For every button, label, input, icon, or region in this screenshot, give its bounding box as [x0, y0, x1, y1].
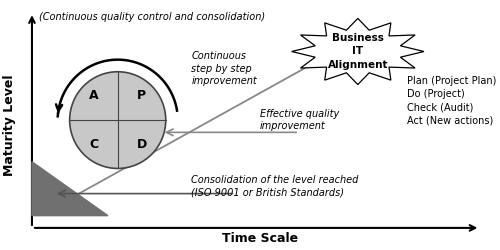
Text: Plan (Project Plan)
Do (Project)
Check (Audit)
Act (New actions): Plan (Project Plan) Do (Project) Check (…	[407, 76, 496, 125]
Text: C: C	[89, 138, 98, 151]
Ellipse shape	[70, 72, 166, 168]
Text: Continuous
step by step
improvement: Continuous step by step improvement	[191, 51, 257, 86]
Text: (Continuous quality control and consolidation): (Continuous quality control and consolid…	[39, 12, 265, 22]
Text: D: D	[136, 138, 147, 151]
Text: Effective quality
improvement: Effective quality improvement	[260, 109, 339, 131]
Polygon shape	[32, 162, 108, 216]
Text: Time Scale: Time Scale	[222, 232, 298, 245]
Text: A: A	[89, 90, 99, 102]
Text: Maturity Level: Maturity Level	[4, 74, 16, 176]
Text: Consolidation of the level reached
(ISO 9001 or British Standards): Consolidation of the level reached (ISO …	[191, 175, 358, 198]
Text: Business
IT
Alignment: Business IT Alignment	[328, 33, 388, 70]
Polygon shape	[292, 18, 424, 84]
Text: P: P	[137, 90, 146, 102]
